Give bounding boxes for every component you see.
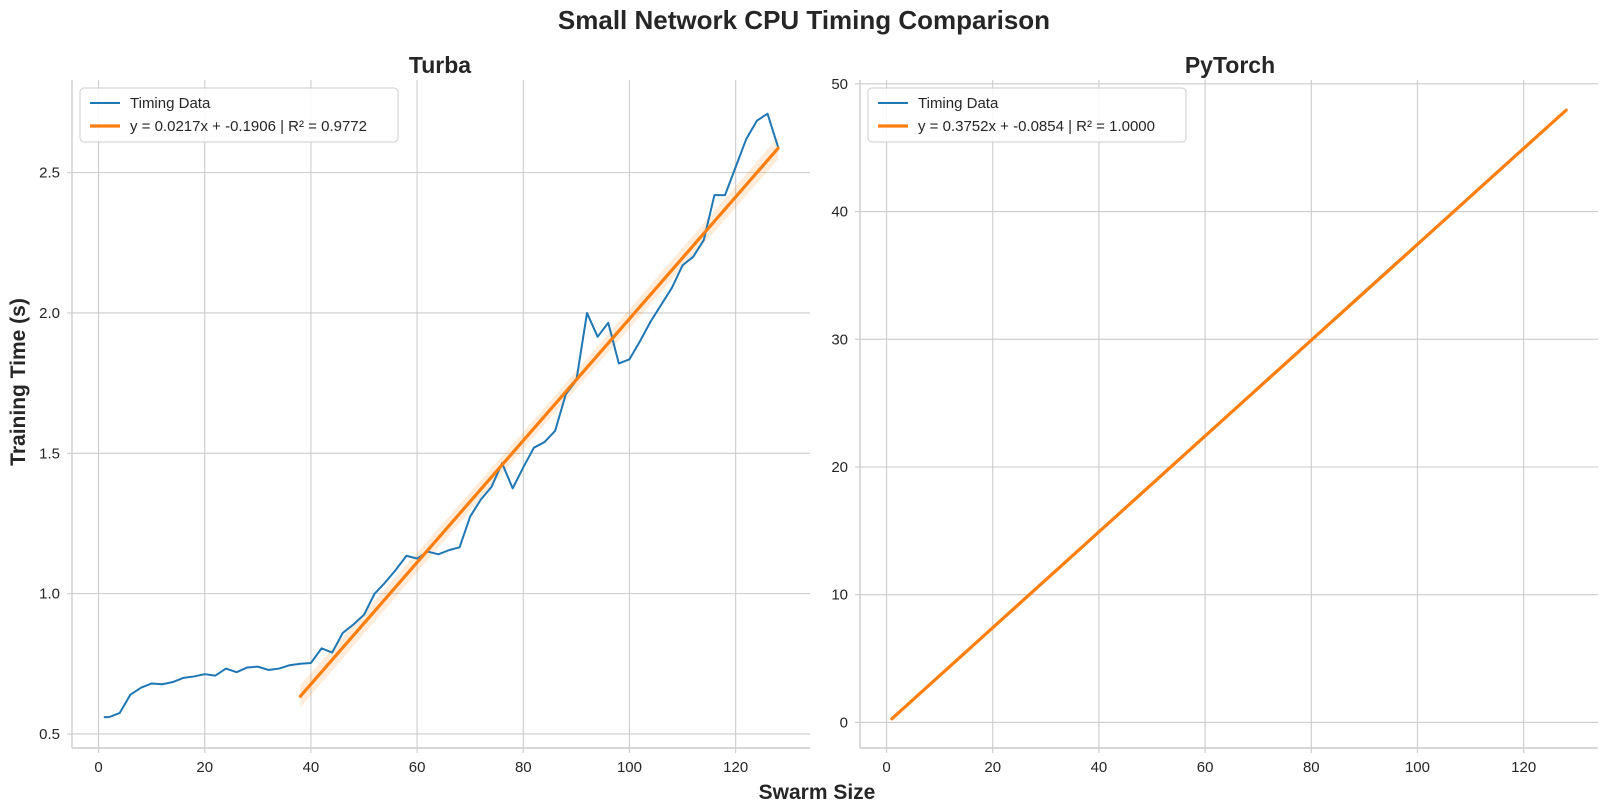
pytorch-y-tick-label: 20 xyxy=(831,459,848,476)
pytorch-y-tick-label: 0 xyxy=(840,714,848,731)
turba-panel: Turba 0 20 40 60 80 100 120 0.5 1.0 1.5 2.0 2.5 Timi… xyxy=(39,52,810,776)
figure-title: Small Network CPU Timing Comparison xyxy=(558,5,1050,35)
turba-x-tick-label: 60 xyxy=(409,759,426,776)
turba-y-tick-label: 0.5 xyxy=(39,726,60,743)
turba-legend-fit-label: y = 0.0217x + -0.1906 | R² = 0.9772 xyxy=(130,118,367,135)
y-axis-label: Training Time (s) xyxy=(7,298,30,466)
turba-x-tick-label: 100 xyxy=(617,759,642,776)
pytorch-legend-data-label: Timing Data xyxy=(918,95,999,112)
pytorch-y-tick-label: 30 xyxy=(831,331,848,348)
turba-x-tick-label: 20 xyxy=(196,759,213,776)
pytorch-x-tick-label: 100 xyxy=(1405,759,1430,776)
turba-legend-data-label: Timing Data xyxy=(130,95,211,112)
turba-y-tick-label: 2.5 xyxy=(39,165,60,182)
turba-legend-box xyxy=(79,87,399,143)
pytorch-regression-line xyxy=(890,108,1568,721)
turba-panel-title: Turba xyxy=(409,52,471,78)
pytorch-y-tick-label: 10 xyxy=(831,587,848,604)
pytorch-x-tick-label: 80 xyxy=(1303,759,1320,776)
turba-y-tick-label: 1.5 xyxy=(39,445,60,462)
turba-x-tick-label: 120 xyxy=(723,759,748,776)
pytorch-panel: PyTorch 0 20 40 60 80 100 120 0 10 20 30 40 50 Timing… xyxy=(831,52,1598,776)
turba-y-tick-label: 2.0 xyxy=(39,305,60,322)
turba-regression-line xyxy=(298,146,780,698)
x-axis-label: Swarm Size xyxy=(759,781,876,804)
turba-x-tick-label: 40 xyxy=(303,759,320,776)
pytorch-x-tick-label: 40 xyxy=(1091,759,1108,776)
turba-x-tick-label: 80 xyxy=(515,759,532,776)
pytorch-y-tick-label: 40 xyxy=(831,204,848,221)
pytorch-x-tick-label: 0 xyxy=(882,759,890,776)
pytorch-x-tick-label: 20 xyxy=(984,759,1001,776)
pytorch-panel-title: PyTorch xyxy=(1185,52,1275,78)
pytorch-legend-box xyxy=(867,87,1187,143)
pytorch-y-tick-label: 50 xyxy=(831,76,848,93)
pytorch-x-tick-label: 120 xyxy=(1511,759,1536,776)
turba-y-tick-label: 1.0 xyxy=(39,586,60,603)
turba-x-tick-label: 0 xyxy=(94,759,102,776)
pytorch-legend-fit-label: y = 0.3752x + -0.0854 | R² = 1.0000 xyxy=(918,118,1155,135)
pytorch-x-tick-label: 60 xyxy=(1197,759,1214,776)
turba-timing-data-line xyxy=(103,112,780,719)
